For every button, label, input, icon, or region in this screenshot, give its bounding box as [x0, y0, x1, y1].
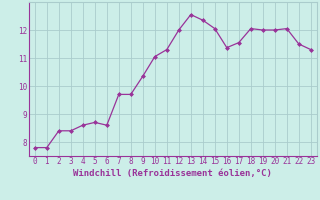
- X-axis label: Windchill (Refroidissement éolien,°C): Windchill (Refroidissement éolien,°C): [73, 169, 272, 178]
